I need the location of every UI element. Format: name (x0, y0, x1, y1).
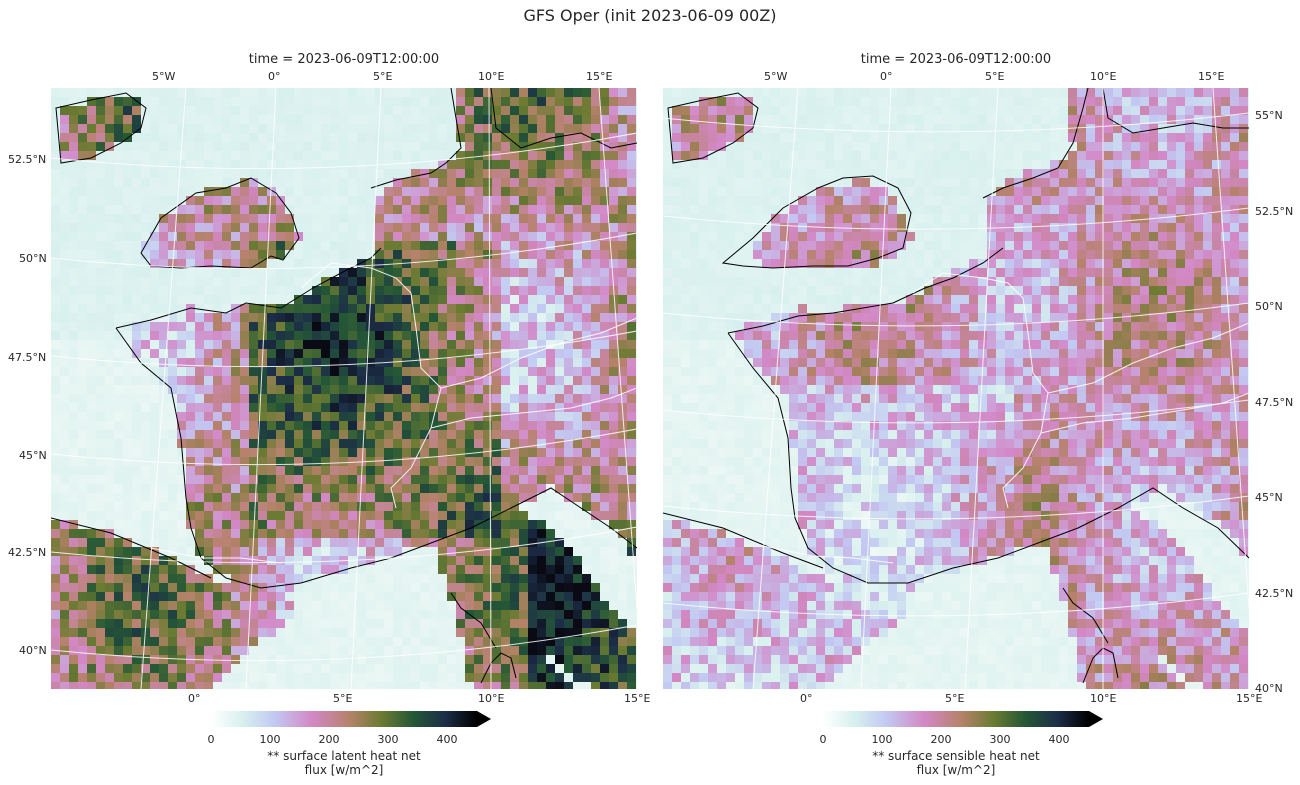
left-colorbar-label-line2: flux [w/m^2] (304, 763, 384, 777)
right-cb-tick-0: 0 (819, 733, 827, 746)
right-colorbar-label-line2: flux [w/m^2] (916, 763, 996, 777)
right-top-tick-15e: 15°E (1198, 70, 1225, 83)
left-colorbar (211, 711, 491, 727)
right-lat-tick-52-5: 52.5°N (1255, 205, 1294, 218)
left-top-tick-15e: 15°E (586, 70, 613, 83)
left-cb-tick-0: 0 (207, 733, 215, 746)
left-coastlines (51, 88, 637, 684)
left-map-svg (51, 88, 637, 689)
right-cb-tick-200: 200 (930, 733, 952, 746)
left-colorbar-label-line1: ** surface latent heat net (267, 749, 421, 763)
left-lat-tick-40: 40°N (19, 644, 47, 657)
left-lat-tick-50: 50°N (19, 252, 47, 265)
left-lat-tick-47-5: 47.5°N (8, 351, 47, 364)
right-cb-tick-400: 400 (1048, 733, 1070, 746)
figure-title: GFS Oper (init 2023-06-09 00Z) (523, 6, 777, 25)
left-borders (150, 262, 637, 564)
left-bottom-tick-15e: 15°E (624, 692, 651, 705)
right-lat-tick-40: 40°N (1255, 682, 1283, 695)
right-bottom-tick-10e: 10°E (1090, 692, 1117, 705)
left-colorbar-label: ** surface latent heat net flux [w/m^2] (211, 749, 477, 777)
right-coastlines (663, 88, 1249, 684)
right-panel-title: time = 2023-06-09T12:00:00 (860, 52, 1052, 67)
left-gridlines (51, 88, 637, 689)
right-borders (762, 272, 1249, 564)
left-heatmap-cells (51, 88, 637, 689)
right-lat-tick-47-5: 47.5°N (1255, 396, 1294, 409)
left-top-tick-5w: 5°W (152, 70, 176, 83)
right-top-tick-5w: 5°W (764, 70, 788, 83)
left-bottom-tick-10e: 10°E (478, 692, 505, 705)
right-lat-tick-55: 55°N (1255, 109, 1283, 122)
left-bottom-tick-0: 0° (188, 692, 201, 705)
right-lat-tick-45: 45°N (1255, 491, 1283, 504)
right-colorbar (823, 711, 1103, 727)
right-cb-tick-100: 100 (871, 733, 893, 746)
left-bottom-tick-5e: 5°E (333, 692, 353, 705)
right-lat-tick-50: 50°N (1255, 300, 1283, 313)
right-heatmap-cells (663, 88, 1249, 689)
right-top-tick-0: 0° (880, 70, 893, 83)
left-panel-title: time = 2023-06-09T12:00:00 (248, 52, 440, 67)
left-lat-tick-52-5: 52.5°N (8, 153, 47, 166)
left-lat-tick-45: 45°N (19, 449, 47, 462)
left-top-tick-0: 0° (268, 70, 281, 83)
right-colorbar-label-line1: ** surface sensible heat net (872, 749, 1040, 763)
left-colorbar-svg (211, 711, 491, 727)
left-lat-tick-42-5: 42.5°N (8, 546, 47, 559)
right-bottom-tick-15e: 15°E (1236, 692, 1263, 705)
right-colorbar-svg (823, 711, 1103, 727)
right-gridlines (663, 88, 1249, 689)
left-cb-tick-100: 100 (259, 733, 281, 746)
left-cb-tick-200: 200 (318, 733, 340, 746)
right-map-svg (663, 88, 1249, 689)
right-top-tick-10e: 10°E (1090, 70, 1117, 83)
right-colorbar-label: ** surface sensible heat net flux [w/m^2… (823, 749, 1089, 777)
right-map (663, 88, 1249, 689)
right-bottom-tick-0: 0° (800, 692, 813, 705)
right-bottom-tick-5e: 5°E (945, 692, 965, 705)
left-top-tick-10e: 10°E (478, 70, 505, 83)
left-map (51, 88, 637, 689)
left-top-tick-5e: 5°E (373, 70, 393, 83)
left-cb-tick-400: 400 (436, 733, 458, 746)
right-cb-tick-300: 300 (989, 733, 1011, 746)
left-cb-tick-300: 300 (377, 733, 399, 746)
right-lat-tick-42-5: 42.5°N (1255, 587, 1294, 600)
right-top-tick-5e: 5°E (985, 70, 1005, 83)
